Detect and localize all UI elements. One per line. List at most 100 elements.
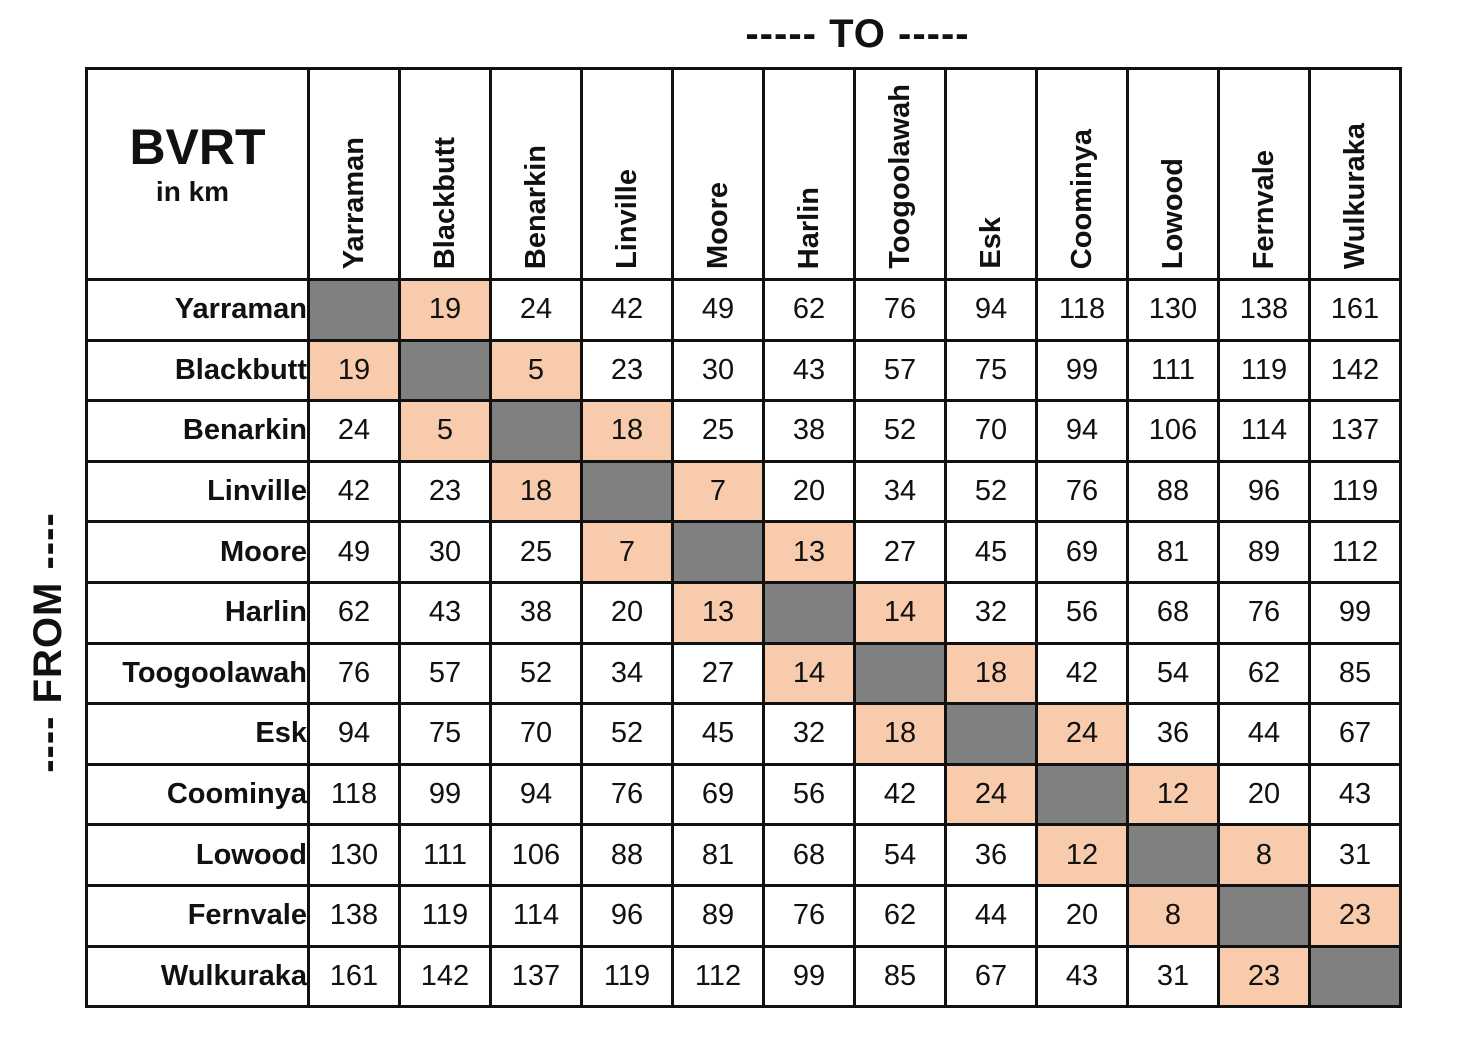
distance-cell: 76 bbox=[853, 278, 947, 342]
distance-cell: 32 bbox=[762, 702, 856, 766]
distance-cell: 96 bbox=[1217, 459, 1311, 524]
distance-cell: 137 bbox=[489, 944, 583, 1009]
distance-cell: 52 bbox=[853, 399, 947, 463]
distance-cell: 137 bbox=[1308, 399, 1402, 463]
distance-cell: 52 bbox=[944, 459, 1038, 524]
table-row: Yarraman 19 24 42 49 62 76 94 118 130 138 161 bbox=[85, 278, 1402, 342]
distance-cell: 119 bbox=[1217, 338, 1311, 403]
distance-cell: 94 bbox=[489, 762, 583, 827]
distance-cell: 20 bbox=[1035, 883, 1129, 948]
distance-cell: 27 bbox=[853, 520, 947, 584]
distance-cell: 57 bbox=[853, 338, 947, 403]
distance-cell: 14 bbox=[762, 641, 856, 706]
distance-cell: 43 bbox=[1035, 944, 1129, 1009]
distance-cell: 142 bbox=[398, 944, 492, 1009]
distance-cell: 76 bbox=[307, 641, 401, 706]
distance-cell: 25 bbox=[671, 399, 765, 463]
distance-cell: 18 bbox=[853, 702, 947, 766]
distance-cell: 43 bbox=[398, 580, 492, 645]
distance-cell: 62 bbox=[762, 278, 856, 342]
distance-cell: 34 bbox=[853, 459, 947, 524]
distance-cell: 44 bbox=[1217, 702, 1311, 766]
distance-cell: 81 bbox=[1126, 520, 1220, 584]
row-header-linville: Linville bbox=[85, 459, 310, 524]
distance-cell: 23 bbox=[1308, 883, 1402, 948]
distance-cell: 119 bbox=[398, 883, 492, 948]
column-header-label: Fernvale bbox=[1247, 149, 1280, 269]
distance-cell: 45 bbox=[671, 702, 765, 766]
distance-cell: 12 bbox=[1035, 823, 1129, 887]
distance-cell: 30 bbox=[398, 520, 492, 584]
distance-cell: 24 bbox=[944, 762, 1038, 827]
table-row: Coominya 118 99 94 76 69 56 42 24 12 20 43 bbox=[85, 762, 1402, 827]
distance-cell: 62 bbox=[307, 580, 401, 645]
distance-cell: 30 bbox=[671, 338, 765, 403]
distance-cell: 96 bbox=[580, 883, 674, 948]
distance-cell: 57 bbox=[398, 641, 492, 706]
distance-cell: 52 bbox=[580, 702, 674, 766]
column-header-label: Blackbutt bbox=[428, 136, 461, 269]
row-header-coominya: Coominya bbox=[85, 762, 310, 827]
distance-cell: 19 bbox=[307, 338, 401, 403]
distance-cell: 38 bbox=[762, 399, 856, 463]
distance-cell: 76 bbox=[762, 883, 856, 948]
column-header-blackbutt: Blackbutt bbox=[398, 67, 492, 281]
column-header-label: Toogoolawah bbox=[883, 84, 916, 269]
distance-matrix-table: BVRT in km Yarraman Blackbutt Benarkin Linv… bbox=[85, 67, 1402, 1009]
distance-cell: 75 bbox=[944, 338, 1038, 403]
distance-cell: 32 bbox=[944, 580, 1038, 645]
diagonal-cell bbox=[853, 641, 947, 706]
distance-cell: 8 bbox=[1217, 823, 1311, 887]
distance-cell: 56 bbox=[762, 762, 856, 827]
distance-cell: 44 bbox=[944, 883, 1038, 948]
row-header-lowood: Lowood bbox=[85, 823, 310, 887]
distance-cell: 68 bbox=[1126, 580, 1220, 645]
column-header-esk: Esk bbox=[944, 67, 1038, 281]
column-header-label: Harlin bbox=[792, 186, 825, 269]
distance-cell: 49 bbox=[307, 520, 401, 584]
table-row: Benarkin 24 5 18 25 38 52 70 94 106 114 137 bbox=[85, 399, 1402, 463]
distance-cell: 7 bbox=[580, 520, 674, 584]
from-axis-label: ---- FROM ---- bbox=[18, 470, 78, 815]
distance-cell: 130 bbox=[1126, 278, 1220, 342]
distance-cell: 20 bbox=[1217, 762, 1311, 827]
row-header-benarkin: Benarkin bbox=[85, 399, 310, 463]
distance-cell: 85 bbox=[853, 944, 947, 1009]
column-header-fernvale: Fernvale bbox=[1217, 67, 1311, 281]
distance-cell: 54 bbox=[853, 823, 947, 887]
distance-cell: 5 bbox=[398, 399, 492, 463]
distance-cell: 111 bbox=[1126, 338, 1220, 403]
distance-cell: 76 bbox=[1035, 459, 1129, 524]
diagonal-cell bbox=[762, 580, 856, 645]
distance-cell: 62 bbox=[853, 883, 947, 948]
distance-cell: 24 bbox=[489, 278, 583, 342]
diagonal-cell bbox=[1217, 883, 1311, 948]
distance-cell: 24 bbox=[1035, 702, 1129, 766]
distance-cell: 42 bbox=[1035, 641, 1129, 706]
column-header-wulkuraka: Wulkuraka bbox=[1308, 67, 1402, 281]
distance-cell: 36 bbox=[944, 823, 1038, 887]
distance-cell: 56 bbox=[1035, 580, 1129, 645]
distance-cell: 89 bbox=[671, 883, 765, 948]
distance-cell: 12 bbox=[1126, 762, 1220, 827]
distance-cell: 43 bbox=[1308, 762, 1402, 827]
distance-cell: 23 bbox=[580, 338, 674, 403]
distance-cell: 34 bbox=[580, 641, 674, 706]
distance-cell: 54 bbox=[1126, 641, 1220, 706]
distance-cell: 94 bbox=[307, 702, 401, 766]
distance-cell: 67 bbox=[944, 944, 1038, 1009]
corner-cell: BVRT in km bbox=[85, 67, 310, 281]
column-header-label: Benarkin bbox=[519, 144, 552, 269]
distance-cell: 112 bbox=[671, 944, 765, 1009]
distance-cell: 88 bbox=[580, 823, 674, 887]
table-row: Blackbutt 19 5 23 30 43 57 75 99 111 119 142 bbox=[85, 338, 1402, 403]
distance-cell: 130 bbox=[307, 823, 401, 887]
distance-cell: 24 bbox=[307, 399, 401, 463]
distance-cell: 62 bbox=[1217, 641, 1311, 706]
column-header-label: Yarraman bbox=[337, 136, 370, 269]
column-header-coominya: Coominya bbox=[1035, 67, 1129, 281]
row-header-wulkuraka: Wulkuraka bbox=[85, 944, 310, 1009]
table-row: Toogoolawah 76 57 52 34 27 14 18 42 54 62 85 bbox=[85, 641, 1402, 706]
distance-cell: 23 bbox=[1217, 944, 1311, 1009]
diagonal-cell bbox=[307, 278, 401, 342]
